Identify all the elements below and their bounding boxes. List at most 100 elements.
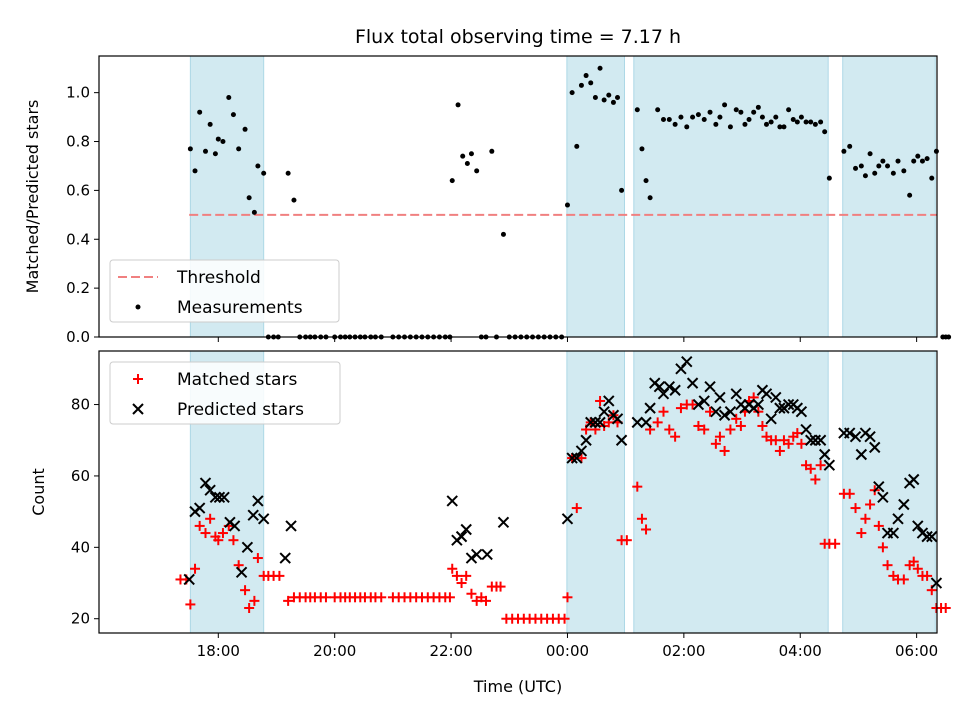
- measurement-point: [818, 119, 824, 125]
- predicted-star-point: [844, 427, 856, 439]
- predicted-star-point: [926, 530, 938, 543]
- measurement-point: [187, 146, 193, 152]
- predicted-star-point: [686, 377, 699, 389]
- measurement-point: [890, 170, 896, 176]
- measurement-point: [261, 170, 267, 176]
- matched-star-point: [562, 592, 573, 603]
- predicted-star-point: [730, 388, 742, 400]
- legend-label: Measurements: [177, 298, 303, 318]
- y-tick-label: 0.6: [66, 181, 90, 199]
- measurement-point: [777, 124, 783, 130]
- predicted-star-point: [849, 430, 862, 443]
- matched-star-point: [194, 520, 205, 531]
- predicted-star-point: [598, 405, 610, 418]
- matched-star-point: [877, 542, 888, 553]
- measurement-point: [449, 178, 455, 184]
- measurement-point: [746, 117, 752, 123]
- measurement-point: [643, 178, 649, 184]
- predicted-star-point: [809, 434, 822, 446]
- predicted-star-point: [460, 523, 472, 536]
- measurement-point: [666, 117, 672, 123]
- measurement-point: [564, 202, 570, 208]
- legend-label: Matched stars: [177, 370, 297, 390]
- measurement-point: [853, 165, 859, 171]
- matched-star-point: [200, 528, 211, 539]
- matched-star-point: [792, 428, 803, 439]
- matched-star-point: [249, 595, 260, 606]
- measurement-point: [763, 121, 769, 127]
- measurement-point: [197, 109, 203, 115]
- x-tick-label: 02:00: [662, 642, 705, 660]
- y-tick-label: 20: [71, 610, 90, 628]
- observing-window: [633, 55, 829, 338]
- matched-star-point: [783, 438, 794, 449]
- predicted-star-point: [228, 520, 241, 532]
- predicted-star-point: [774, 402, 786, 414]
- count-x-ticks: 18:00 20:00 22:00 00:00 02:00 04:00 06:00: [197, 633, 938, 660]
- y-tick-label: 80: [71, 396, 90, 414]
- chart-title: Flux total observing time = 7.17 h: [355, 26, 681, 48]
- matched-star-point: [882, 560, 893, 571]
- predicted-star-point: [644, 402, 656, 414]
- measurement-point: [255, 163, 261, 169]
- matched-star-point: [444, 592, 455, 603]
- matched-star-point: [447, 563, 458, 574]
- measurement-point: [212, 151, 218, 157]
- matched-star-point: [244, 603, 255, 614]
- legend-box: [109, 361, 341, 425]
- measurement-point: [862, 173, 868, 179]
- y-tick-label: 0.8: [66, 133, 90, 151]
- measurement-point: [768, 119, 774, 125]
- measurement-point: [291, 197, 297, 203]
- predicted-star-point: [653, 380, 666, 393]
- ratio-panel: 0.0 0.2 0.4 0.6 0.8 1.0 Matched/Predicted sta…: [23, 55, 952, 346]
- y-tick-label: 0.2: [66, 279, 90, 297]
- measurement-point: [500, 231, 506, 237]
- measurement-point: [717, 114, 723, 120]
- measurement-point: [192, 168, 198, 174]
- matched-star-point: [774, 445, 785, 456]
- measurement-point: [759, 114, 765, 120]
- predicted-star-point: [855, 448, 868, 461]
- predicted-star-point: [752, 398, 765, 411]
- measurement-point: [610, 99, 616, 105]
- matched-star-point: [810, 474, 821, 485]
- matched-star-point: [658, 406, 669, 417]
- measurement-point: [242, 126, 248, 132]
- predicted-star-point: [631, 416, 644, 429]
- measurement-point: [246, 195, 252, 201]
- predicted-star-point: [892, 513, 904, 525]
- measurement-point: [798, 114, 804, 120]
- matched-star-point: [466, 588, 477, 599]
- predicted-star-point: [724, 405, 737, 418]
- measurement-points: [187, 65, 952, 340]
- matched-star-point: [856, 528, 867, 539]
- measurement-point: [634, 107, 640, 113]
- predicted-star-point: [470, 548, 483, 561]
- predicted-star-point: [692, 398, 705, 411]
- measurement-point: [707, 109, 713, 115]
- matched-star-point: [873, 520, 884, 531]
- measurement-point: [790, 117, 796, 123]
- measurement-point: [751, 109, 757, 115]
- predicted-star-point: [235, 566, 248, 579]
- predicted-star-point: [814, 434, 827, 446]
- measurement-point: [722, 102, 728, 108]
- measurement-point: [812, 121, 818, 127]
- predicted-star-point: [912, 520, 924, 532]
- matched-star-point: [320, 592, 331, 603]
- measurement-point: [215, 136, 221, 142]
- matched-star-point: [815, 460, 826, 471]
- measurement-point: [907, 192, 913, 198]
- measurement-point: [841, 148, 847, 154]
- predicted-star-point: [782, 398, 795, 411]
- matched-star-point: [710, 438, 721, 449]
- count-panel-frame: [98, 350, 938, 634]
- measurement-point: [592, 95, 598, 101]
- count-panel: 20 40 60 80 18:00 20:00 22:00 00:00 02:00 04:00 0…: [29, 350, 951, 660]
- measurement-point: [468, 151, 474, 157]
- ratio-y-ticks: 0.0 0.2 0.4 0.6 0.8 1.0: [66, 84, 99, 346]
- count-legend: Matched stars Predicted stars: [109, 361, 341, 425]
- measurement-point: [773, 114, 779, 120]
- measurement-point: [880, 158, 886, 164]
